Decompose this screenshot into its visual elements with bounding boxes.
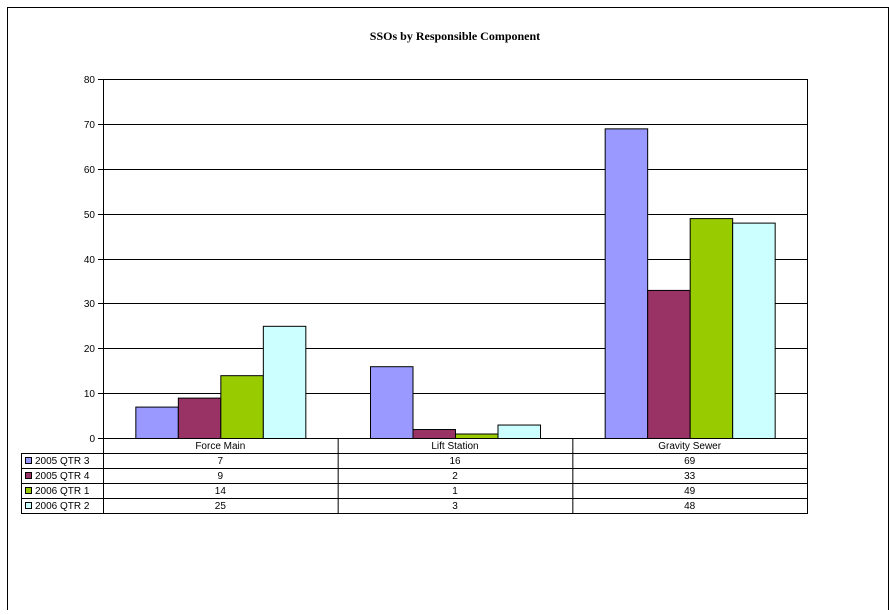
data-cell: 48	[684, 501, 696, 512]
data-table: Force Main Lift Station Gravity Sewer 2005 …	[21, 438, 808, 514]
bar	[689, 218, 734, 439]
bar	[455, 433, 499, 440]
y-tick-label: 80	[84, 75, 96, 86]
bar	[135, 406, 179, 439]
legend-swatch	[25, 472, 32, 479]
y-tick-label: 20	[84, 344, 96, 355]
bar	[732, 222, 776, 439]
y-tick-label: 50	[84, 210, 96, 221]
y-tick-label: 70	[84, 120, 96, 131]
legend-label: 2005 QTR 4	[35, 471, 90, 482]
data-cell: 69	[684, 456, 696, 467]
y-tick-label: 30	[84, 299, 96, 310]
bar	[647, 289, 691, 439]
data-cell: 16	[449, 456, 461, 467]
bar	[497, 424, 541, 440]
data-cell: 3	[452, 501, 458, 512]
data-cell: 25	[215, 501, 227, 512]
bars	[135, 128, 776, 440]
category-label: Gravity Sewer	[658, 441, 721, 452]
y-tick-label: 60	[84, 165, 96, 176]
data-cell: 9	[218, 471, 224, 482]
bar	[604, 128, 649, 440]
legend-swatch	[25, 502, 32, 509]
data-cell: 49	[684, 486, 696, 497]
axes: 0 10 20 30 40 50 60 70 80	[84, 75, 808, 445]
bar	[370, 366, 414, 440]
bar	[262, 325, 307, 439]
category-label: Lift Station	[431, 441, 478, 452]
bar	[412, 429, 456, 439]
legend-label: 2006 QTR 1	[35, 486, 90, 497]
data-cell: 14	[215, 486, 227, 497]
legend-swatch	[25, 487, 32, 494]
legend-label: 2006 QTR 2	[35, 501, 90, 512]
data-cell: 7	[218, 456, 224, 467]
category-label: Force Main	[195, 441, 245, 452]
data-cell: 2	[452, 471, 458, 482]
bar	[220, 375, 264, 439]
data-cell: 1	[452, 486, 458, 497]
bar	[177, 397, 222, 439]
chart-title: SSOs by Responsible Component	[370, 29, 540, 43]
legend-swatch	[25, 457, 32, 464]
data-cell: 33	[684, 471, 696, 482]
y-tick-label: 40	[84, 255, 96, 266]
y-tick-label: 0	[89, 434, 95, 445]
legend-label: 2005 QTR 3	[35, 456, 90, 467]
y-tick-label: 10	[84, 389, 96, 400]
